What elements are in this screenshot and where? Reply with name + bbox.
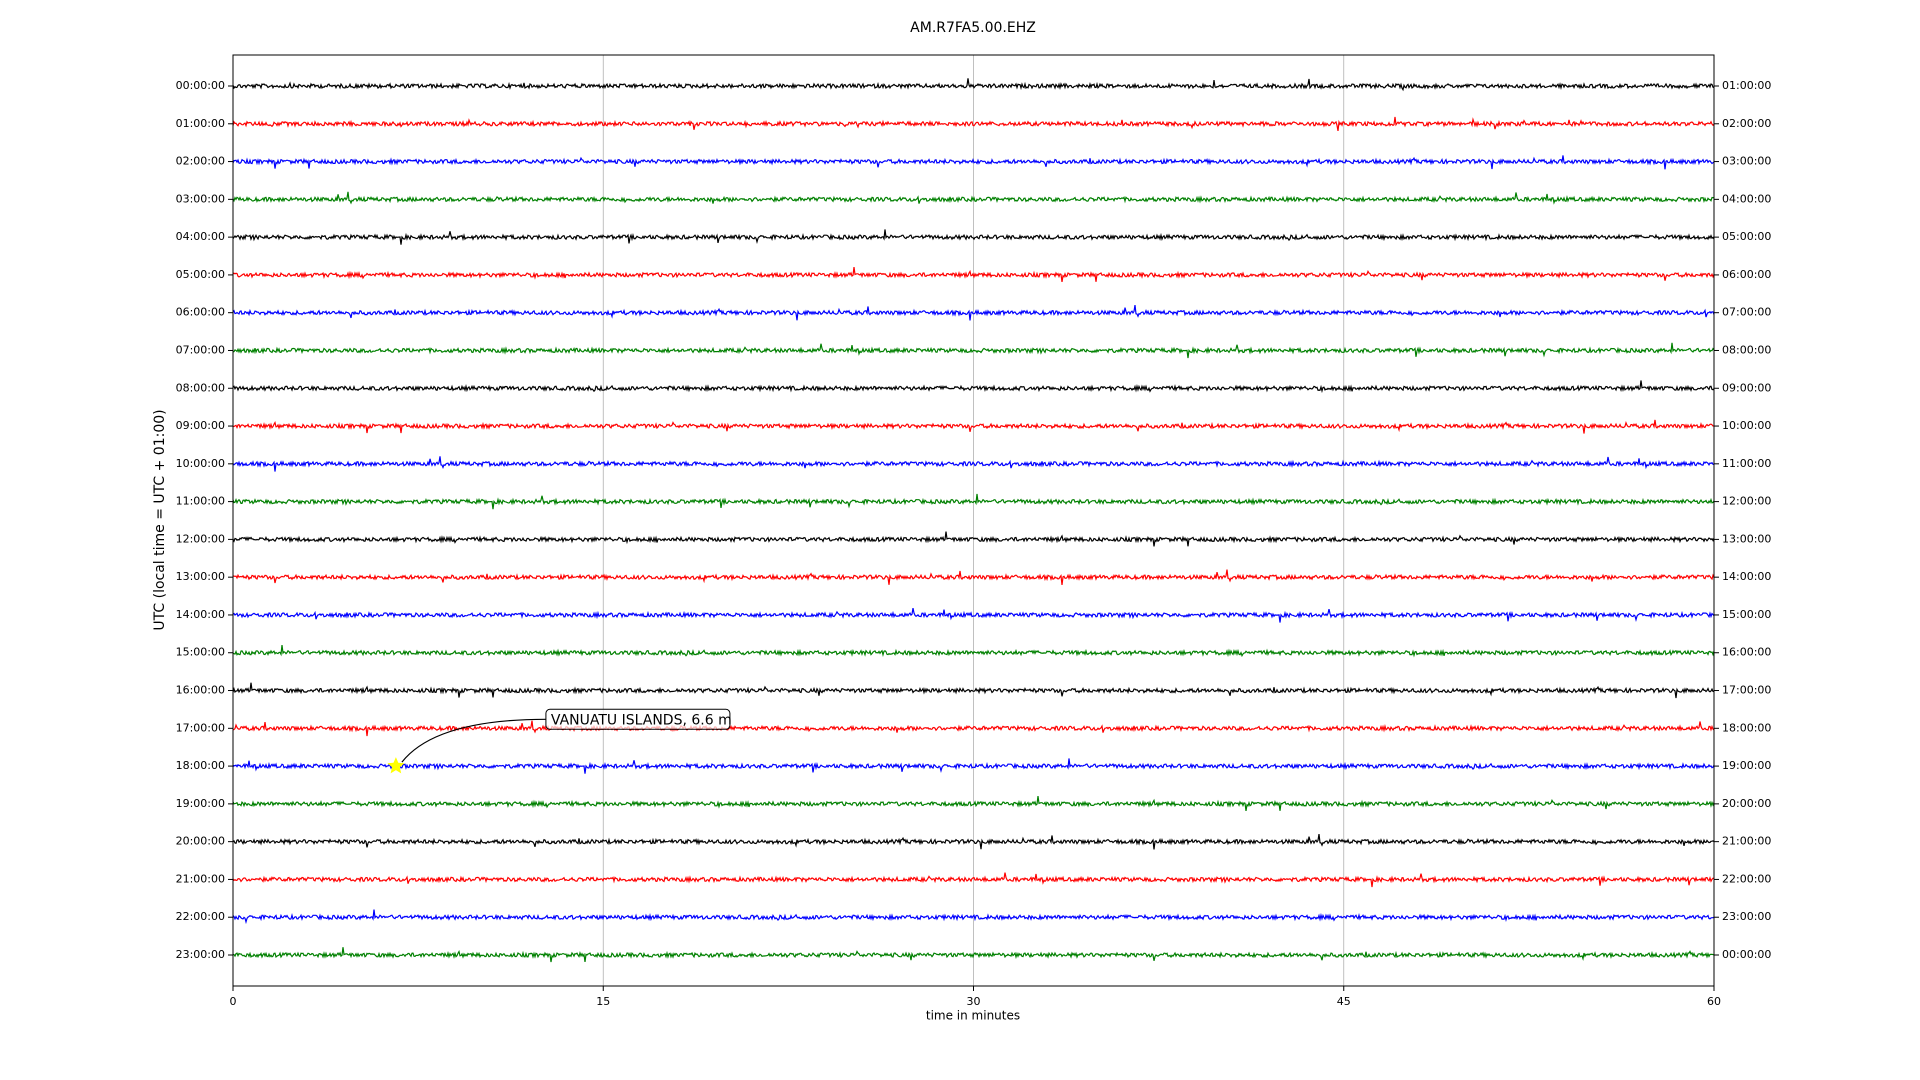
plot-frame: [232, 54, 1715, 987]
y-tick-label-right: 12:00:00: [1722, 495, 1771, 508]
y-tick-label: 02:00:00: [176, 155, 225, 168]
y-tick-label: 12:00:00: [176, 532, 225, 545]
trace: [232, 191, 1715, 205]
trace: [232, 229, 1715, 245]
trace: [232, 720, 1715, 737]
y-tick-label: 01:00:00: [176, 117, 225, 130]
event-star: [387, 757, 405, 774]
y-tick-label-right: 04:00:00: [1722, 192, 1771, 205]
y-tick-label-right: 13:00:00: [1722, 532, 1771, 545]
y-tick-label: 17:00:00: [176, 721, 225, 734]
y-tick-label-right: 11:00:00: [1722, 457, 1771, 470]
trace: [232, 155, 1715, 170]
chart-title: AM.R7FA5.00.EHZ: [910, 20, 1036, 36]
trace: [232, 947, 1715, 963]
trace: [232, 872, 1715, 888]
y-tick-label-right: 15:00:00: [1722, 608, 1771, 621]
annotation-label: VANUATU ISLANDS, 6.6 m: [551, 712, 732, 728]
y-tick-label: 10:00:00: [176, 457, 225, 470]
y-tick-label: 07:00:00: [176, 343, 225, 356]
y-tick-label-right: 17:00:00: [1722, 684, 1771, 697]
trace: [232, 531, 1715, 547]
trace: [232, 493, 1715, 510]
trace: [232, 419, 1715, 434]
y-tick-label-right: 05:00:00: [1722, 230, 1771, 243]
y-tick-label-right: 10:00:00: [1722, 419, 1771, 432]
y-tick-label-right: 00:00:00: [1722, 948, 1771, 961]
trace: [232, 456, 1715, 472]
y-tick-label-right: 09:00:00: [1722, 381, 1771, 394]
trace: [232, 305, 1715, 321]
x-tick-label: 45: [1337, 995, 1351, 1008]
y-tick-label: 08:00:00: [176, 381, 225, 394]
y-tick-label: 16:00:00: [176, 684, 225, 697]
y-tick-label-right: 02:00:00: [1722, 117, 1771, 130]
trace: [232, 796, 1715, 811]
annotation-box: [545, 708, 731, 730]
y-tick-label: 00:00:00: [176, 79, 225, 92]
y-tick-label-right: 06:00:00: [1722, 268, 1771, 281]
trace: [232, 380, 1715, 394]
annotation-arrow: [401, 718, 546, 763]
y-tick-label: 11:00:00: [176, 495, 225, 508]
trace: [232, 909, 1715, 925]
trace: [232, 834, 1715, 850]
y-tick-label: 14:00:00: [176, 608, 225, 621]
trace: [232, 607, 1715, 623]
y-axis-label: UTC (local time = UTC + 01:00): [152, 409, 168, 630]
y-tick-label-right: 23:00:00: [1722, 910, 1771, 923]
x-tick-label: 60: [1707, 995, 1721, 1008]
y-tick-label: 04:00:00: [176, 230, 225, 243]
trace: [232, 116, 1715, 132]
trace: [232, 682, 1715, 699]
trace: [232, 267, 1715, 282]
trace: [232, 569, 1715, 585]
y-tick-label-right: 20:00:00: [1722, 797, 1771, 810]
y-tick-label: 21:00:00: [176, 872, 225, 885]
y-tick-label-right: 07:00:00: [1722, 306, 1771, 319]
y-tick-label-right: 14:00:00: [1722, 570, 1771, 583]
y-tick-label: 19:00:00: [176, 797, 225, 810]
x-tick-label: 0: [230, 995, 237, 1008]
y-tick-label-right: 22:00:00: [1722, 872, 1771, 885]
y-tick-label: 09:00:00: [176, 419, 225, 432]
y-tick-label: 13:00:00: [176, 570, 225, 583]
y-tick-label: 15:00:00: [176, 646, 225, 659]
y-tick-label-right: 03:00:00: [1722, 155, 1771, 168]
y-tick-label: 22:00:00: [176, 910, 225, 923]
x-axis-label: time in minutes: [926, 1009, 1020, 1023]
y-tick-label: 20:00:00: [176, 835, 225, 848]
y-tick-label-right: 18:00:00: [1722, 721, 1771, 734]
trace: [232, 645, 1715, 658]
x-tick-label: 30: [967, 995, 981, 1008]
trace: [232, 758, 1715, 774]
trace: [232, 78, 1715, 92]
y-tick-label-right: 21:00:00: [1722, 835, 1771, 848]
y-tick-label: 06:00:00: [176, 306, 225, 319]
x-tick-label: 15: [596, 995, 610, 1008]
y-tick-label-right: 19:00:00: [1722, 759, 1771, 772]
y-tick-label-right: 08:00:00: [1722, 343, 1771, 356]
y-tick-label: 05:00:00: [176, 268, 225, 281]
y-tick-label: 23:00:00: [176, 948, 225, 961]
y-tick-label-right: 01:00:00: [1722, 79, 1771, 92]
y-tick-label-right: 16:00:00: [1722, 646, 1771, 659]
y-tick-label: 03:00:00: [176, 192, 225, 205]
y-tick-label: 18:00:00: [176, 759, 225, 772]
trace: [232, 342, 1715, 359]
